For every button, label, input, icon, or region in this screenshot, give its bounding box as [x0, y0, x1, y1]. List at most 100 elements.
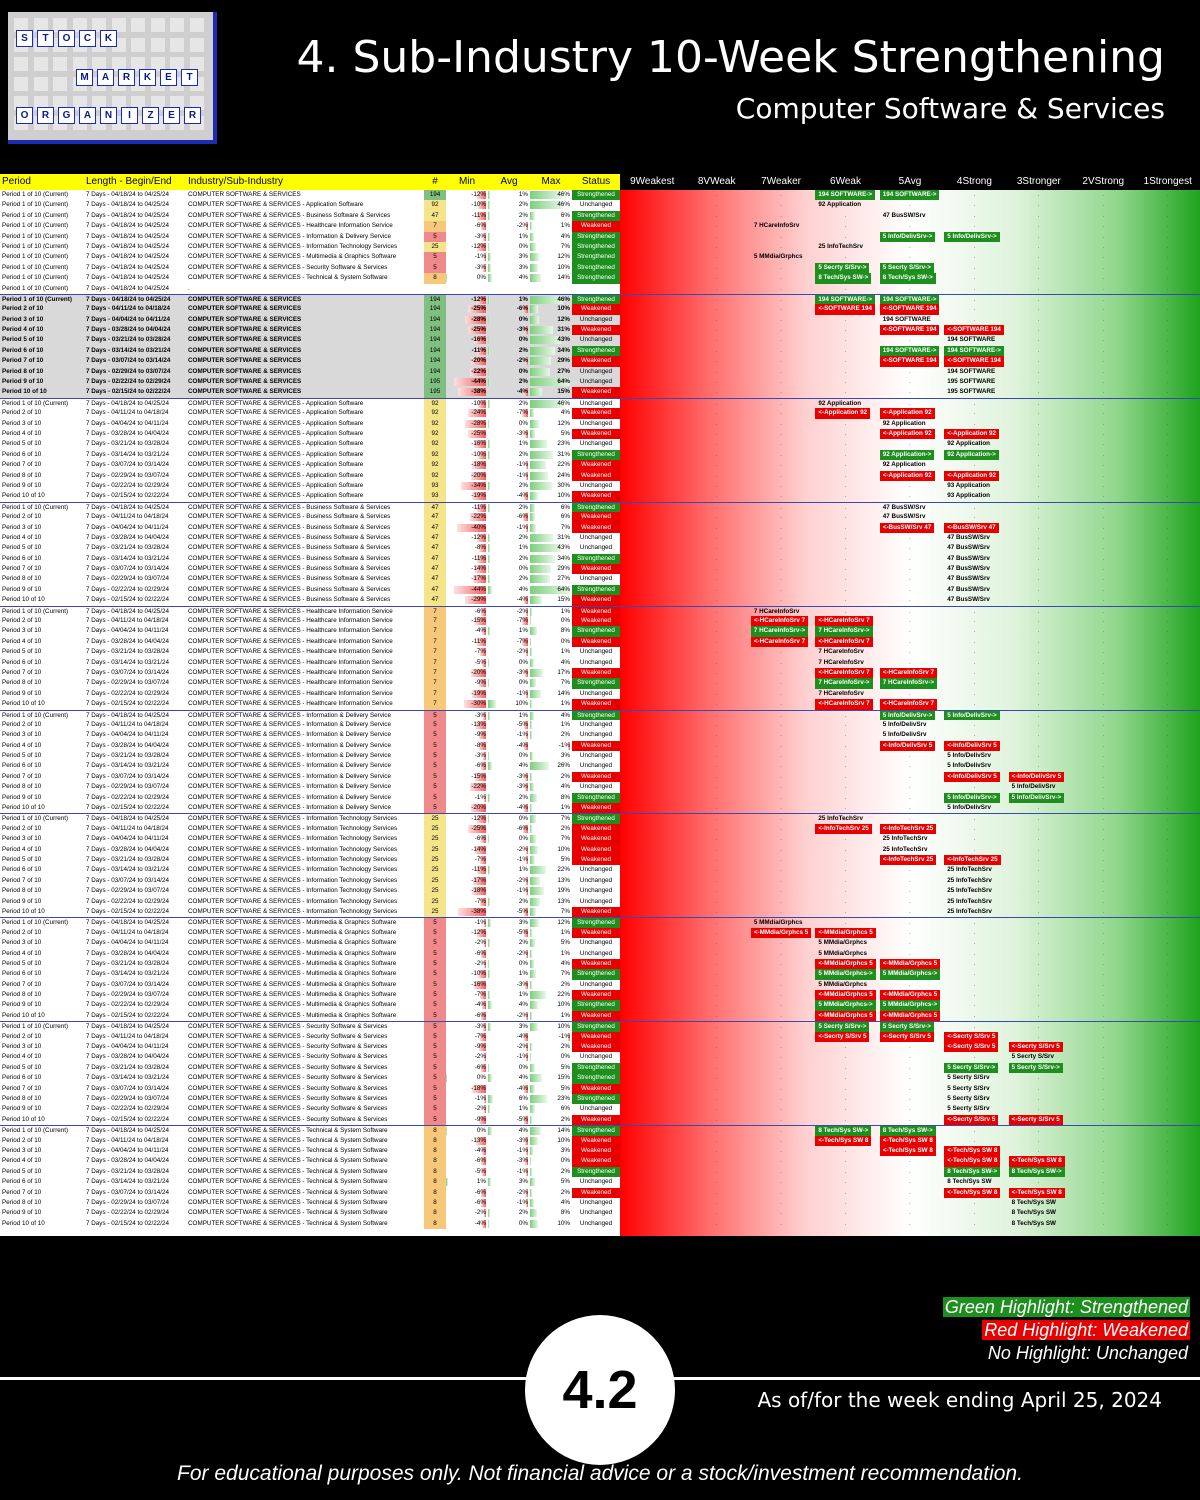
header-count: #: [424, 174, 446, 190]
logo-letter: S: [16, 30, 33, 47]
stage-dot: .: [1166, 898, 1169, 905]
row-period: Period 10 of 10: [2, 388, 47, 396]
row-mx: 31%: [557, 450, 570, 458]
row-length: 7 Days - 03/21/24 to 03/28/24: [86, 1063, 169, 1071]
row-av: 2%: [518, 399, 528, 407]
row-left-panel: [0, 491, 620, 502]
row-mx: 2%: [560, 980, 570, 988]
stage-dot: .: [1037, 857, 1040, 863]
stage-dot: .: [1037, 950, 1040, 957]
stage-dot: .: [844, 243, 847, 250]
row-length: 7 Days - 03/21/24 to 03/28/24: [86, 336, 171, 344]
row-left-panel: [0, 595, 620, 606]
stage-dot: .: [651, 472, 653, 479]
row-period: Period 8 of 10: [2, 471, 42, 479]
row-count: 5: [424, 1114, 446, 1126]
row-mx: 5%: [560, 1084, 570, 1092]
stage-label: 25 InfoTechSrv: [947, 876, 992, 884]
row-mx: -1%: [558, 1032, 570, 1040]
table-row: Period 1 of 10 (Current) 7 Days - 04/18/2…: [0, 241, 1200, 253]
stage-dot: .: [651, 223, 653, 230]
row-industry: COMPUTER SOFTWARE & SERVICES - Security …: [188, 1094, 388, 1102]
stage-dot: .: [1166, 732, 1169, 739]
row-industry: COMPUTER SOFTWARE & SERVICES - Applicati…: [188, 409, 364, 417]
row-mn: -12%: [471, 295, 486, 303]
table-row: Period 10 of 10 7 Days - 02/15/24 to 02/2…: [0, 906, 1200, 918]
row-industry: COMPUTER SOFTWARE & SERVICES - Informati…: [188, 242, 398, 250]
row-mn: -25%: [471, 429, 486, 437]
row-left-panel: [0, 1166, 620, 1178]
row-av-bar: [488, 1219, 489, 1228]
row-mx-bar: [530, 471, 548, 480]
table-row: Period 3 of 10 7 Days - 04/04/24 to 04/11…: [0, 626, 1200, 637]
row-period: Period 5 of 10: [2, 1063, 42, 1071]
row-count: 5: [424, 948, 446, 959]
stage-dot: .: [651, 379, 653, 386]
stage-dot: .: [1037, 212, 1040, 219]
row-left-panel: [0, 814, 620, 824]
row-period: Period 10 of 10: [2, 596, 45, 604]
row-mn: -4%: [474, 1219, 486, 1227]
row-mn: -4%: [474, 627, 486, 635]
stage-dot: .: [844, 805, 847, 812]
row-count: 194: [424, 190, 446, 201]
row-status: Weakened: [572, 606, 620, 617]
row-av: 4%: [518, 1127, 528, 1135]
stage-dot: .: [844, 347, 847, 354]
stage-dot: .: [780, 950, 782, 957]
stage-dot: .: [780, 534, 782, 541]
stage-dot: .: [1166, 721, 1169, 728]
stage-dot: .: [715, 347, 718, 354]
row-mx-bar: [530, 1043, 533, 1052]
stage-dot: .: [1166, 1179, 1169, 1186]
stage-dot: .: [715, 493, 718, 500]
table-row: Period 7 of 10 7 Days - 03/07/24 to 03/14…: [0, 875, 1200, 887]
header-length: Length - Begin/End: [84, 174, 186, 190]
stage-dot: .: [909, 400, 911, 407]
stage-dot: .: [780, 659, 782, 666]
stage-dot: .: [651, 712, 653, 719]
table-row: Period 7 of 10 7 Days - 03/07/24 to 03/14…: [0, 667, 1200, 679]
row-length: 7 Days - 02/22/24 to 02/29/24: [86, 378, 171, 386]
row-status: Weakened: [572, 844, 620, 855]
stage-label: 194 SOFTWARE->: [815, 294, 876, 305]
table-row: Period 1 of 10 (Current) 7 Days - 04/18/2…: [0, 709, 1200, 720]
row-count: 8: [424, 1208, 446, 1219]
stage-dot: .: [1102, 597, 1104, 604]
logo-tile: [14, 96, 28, 110]
stage-dot: .: [715, 690, 718, 697]
stage-dot: .: [909, 846, 911, 853]
stage-dot: .: [1037, 451, 1040, 458]
row-mn-bar: [472, 1084, 486, 1093]
stage-dot: .: [973, 981, 976, 988]
stage-dot: .: [1102, 212, 1104, 219]
row-period: Period 1 of 10 (Current): [2, 191, 69, 198]
stage-dot: .: [780, 825, 782, 832]
stage-dot: .: [780, 773, 782, 780]
row-mx-bar: [530, 399, 564, 408]
stage-dot: .: [1102, 223, 1104, 230]
stage-dot: .: [973, 1128, 976, 1135]
stage-dot: .: [1037, 233, 1040, 240]
stage-header: 2VStrong: [1071, 174, 1136, 190]
row-period: Period 1 of 10 (Current): [2, 222, 69, 230]
row-av-bar: [488, 450, 491, 459]
row-mn: -8%: [474, 741, 486, 749]
row-left-panel: [0, 470, 620, 481]
stage-dot: .: [973, 400, 976, 407]
row-av: -1%: [516, 887, 528, 895]
row-status: Unchanged: [579, 575, 613, 583]
row-status: Weakened: [572, 616, 620, 627]
row-left-panel: [0, 345, 620, 357]
table-row: Period 7 of 10 7 Days - 03/07/24 to 03/14…: [0, 979, 1200, 991]
row-av-bar: [488, 336, 489, 345]
stage-dot: .: [844, 368, 847, 375]
row-count: 5: [424, 1104, 446, 1115]
stage-dot: .: [1166, 1095, 1169, 1102]
stage-dot: .: [651, 347, 653, 354]
stage-dot: .: [651, 296, 653, 303]
logo-tile: [111, 96, 126, 110]
row-period: Period 10 of 10: [2, 1115, 45, 1123]
stage-dot: .: [780, 482, 782, 489]
stage-label: 194 SOFTWARE: [947, 367, 996, 375]
